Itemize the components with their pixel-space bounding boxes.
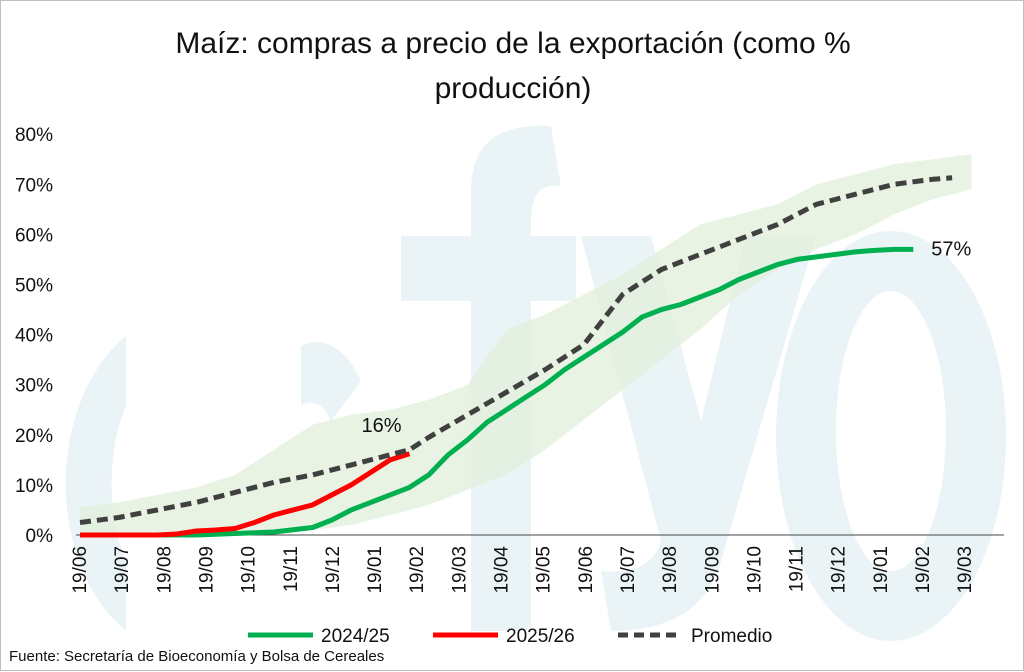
- x-tick-label: 19/06: [70, 546, 91, 594]
- y-tick-label: 80%: [15, 125, 53, 146]
- y-tick-label: 0%: [26, 526, 54, 547]
- x-tick-label: 19/01: [871, 546, 892, 594]
- data-label-2024-25: 57%: [931, 238, 971, 260]
- watermark-o-letter: [776, 231, 1007, 641]
- y-tick-label: 70%: [15, 175, 53, 196]
- y-tick-label: 10%: [15, 476, 53, 497]
- x-tick-label: 19/05: [534, 546, 555, 594]
- legend-label-2024-25: 2024/25: [321, 626, 390, 647]
- range-band-area: [80, 154, 972, 535]
- x-tick-label: 19/12: [323, 546, 344, 594]
- series-line-2024-25: [80, 246, 914, 538]
- chart-title-line-2: producción): [435, 72, 592, 105]
- range-band: [80, 154, 972, 535]
- chart-title-line-1: Maíz: compras a precio de la exportación…: [175, 27, 850, 60]
- x-tick-label: 19/02: [407, 546, 428, 594]
- x-tick-label: 19/06: [576, 546, 597, 594]
- x-tick-label: 19/12: [829, 546, 850, 594]
- x-tick-label: 19/07: [618, 546, 639, 594]
- series-line-promedio: [79, 175, 953, 525]
- watermark-c-letter: [65, 336, 126, 631]
- legend-label-2025-26: 2025/26: [506, 626, 575, 647]
- x-tick-label: 19/01: [365, 546, 386, 594]
- x-tick-label: 19/09: [197, 546, 218, 594]
- series-lines: [79, 175, 953, 538]
- x-tick-label: 19/07: [112, 546, 133, 594]
- x-axis-ticks: 19/06 19/07 19/08 19/09 19/10 19/11 19/12 19/01…: [70, 546, 976, 594]
- x-tick-label: 19/09: [702, 546, 723, 594]
- x-tick-label: 19/03: [449, 546, 470, 594]
- y-tick-label: 60%: [15, 225, 53, 246]
- x-tick-label: 19/03: [955, 546, 976, 594]
- series-line-2025-26: [80, 451, 411, 538]
- watermark-c-letter-2: [301, 341, 361, 421]
- y-axis-ticks: 0% 10% 20% 30% 40% 50% 60% 70% 80%: [15, 125, 53, 547]
- x-tick-label: 19/10: [239, 546, 260, 594]
- x-tick-label: 19/02: [913, 546, 934, 594]
- source-note: Fuente: Secretaría de Bioeconomía y Bols…: [9, 648, 384, 665]
- annotations: 16% 57%: [361, 238, 971, 436]
- y-tick-label: 50%: [15, 276, 53, 297]
- legend: 2024/25 2025/26 Promedio: [248, 626, 772, 647]
- x-tick-label: 19/10: [744, 546, 765, 594]
- data-label-2025-26: 16%: [361, 415, 401, 437]
- x-tick-label: 19/04: [492, 546, 513, 594]
- legend-label-promedio: Promedio: [691, 626, 772, 647]
- x-tick-label: 19/08: [660, 546, 681, 594]
- x-tick-label: 19/11: [787, 546, 808, 592]
- y-tick-label: 30%: [15, 376, 53, 397]
- x-tick-label: 19/11: [281, 546, 302, 592]
- x-tick-label: 19/08: [154, 546, 175, 594]
- y-tick-label: 20%: [15, 426, 53, 447]
- y-tick-label: 40%: [15, 326, 53, 347]
